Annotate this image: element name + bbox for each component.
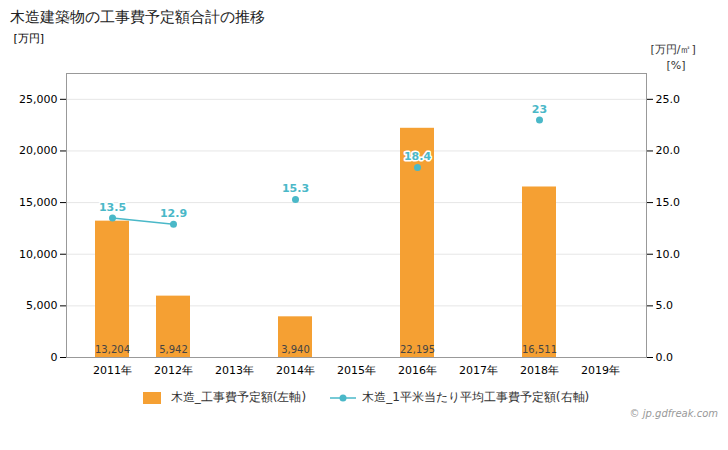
svg-text:2012年: 2012年 [154, 364, 193, 377]
svg-text:3,940: 3,940 [281, 344, 310, 355]
svg-text:13,204: 13,204 [95, 344, 130, 355]
svg-text:22,195: 22,195 [400, 344, 435, 355]
svg-text:2011年: 2011年 [93, 364, 132, 377]
svg-text:18.4: 18.4 [404, 150, 431, 163]
svg-text:2015年: 2015年 [337, 364, 376, 377]
svg-text:[万円/㎡]: [万円/㎡] [651, 43, 696, 56]
svg-text:13.5: 13.5 [99, 201, 126, 214]
svg-text:2013年: 2013年 [215, 364, 254, 377]
svg-text:2014年: 2014年 [276, 364, 315, 377]
svg-text:2016年: 2016年 [398, 364, 437, 377]
svg-text:[万円]: [万円] [14, 32, 45, 45]
html-text:木造_工事費予定額(左軸): 木造_工事費予定額(左軸) [170, 390, 307, 404]
html-text:木造建築物の工事費予定額合計の推移: 木造建築物の工事費予定額合計の推移 [10, 8, 265, 26]
svg-text:15,000: 15,000 [19, 196, 58, 209]
svg-text:12.9: 12.9 [160, 207, 187, 220]
svg-text:25.0: 25.0 [656, 93, 681, 106]
svg-text:20.0: 20.0 [656, 144, 681, 157]
svg-text:[%]: [%] [667, 59, 686, 72]
svg-text:2018年: 2018年 [520, 364, 559, 377]
svg-text:2017年: 2017年 [459, 364, 498, 377]
html-text:© jp.gdfreak.com: © jp.gdfreak.com [629, 408, 718, 419]
svg-text:16,511: 16,511 [522, 344, 557, 355]
svg-text:10.0: 10.0 [656, 248, 681, 261]
svg-text:10,000: 10,000 [19, 248, 58, 261]
svg-text:25,000: 25,000 [19, 93, 58, 106]
svg-text:0: 0 [51, 351, 58, 364]
svg-text:5,000: 5,000 [26, 299, 58, 312]
svg-text:5,942: 5,942 [159, 344, 188, 355]
html-text:木造_1平米当たり平均工事費予定額(右軸): 木造_1平米当たり平均工事費予定額(右軸) [362, 390, 590, 404]
svg-text:15.0: 15.0 [656, 196, 681, 209]
svg-text:15.3: 15.3 [282, 182, 309, 195]
svg-text:23: 23 [532, 102, 547, 115]
svg-text:5.0: 5.0 [656, 299, 674, 312]
svg-text:20,000: 20,000 [19, 144, 58, 157]
svg-text:0.0: 0.0 [656, 351, 674, 364]
svg-text:2019年: 2019年 [581, 364, 620, 377]
